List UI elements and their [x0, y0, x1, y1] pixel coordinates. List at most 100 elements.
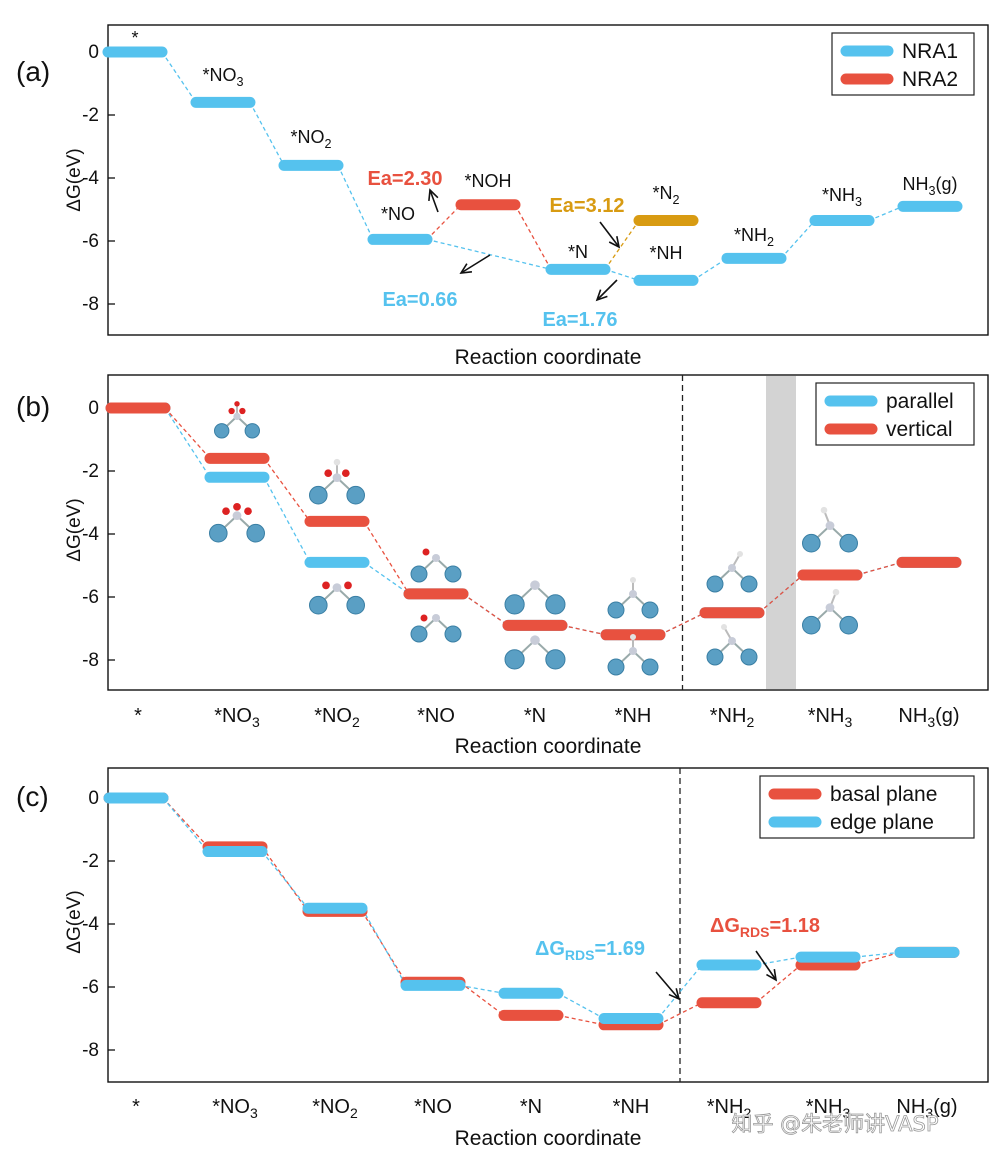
y-tick-label: -8 [82, 1040, 99, 1061]
x-tick-label: * [134, 705, 142, 727]
arrow-ea-3-12 [599, 221, 621, 249]
x-tick-label: *NH [613, 1096, 650, 1118]
connector-nra1 [604, 268, 640, 281]
connector-basal-plane [557, 1014, 605, 1026]
x-axis-label: Reaction coordinate [455, 735, 642, 758]
panel-a: 0 -2 -4 -6 -8 ΔG(eV) Reaction coordinate (a) NRA… [16, 24, 989, 369]
arrow-ea-2-30 [428, 188, 439, 213]
arrow-rds-1-69 [655, 971, 681, 1001]
connector-vertical [561, 624, 607, 636]
adsorbate-structure-icon [309, 581, 366, 615]
watermark-text: 知乎 @朱老师讲VASP [731, 1112, 938, 1136]
connector-nra2 [514, 204, 552, 270]
y-axis-label: ΔG(eV) [64, 498, 85, 561]
x-tick-label: *NO3 [214, 705, 260, 730]
connector-edge-plane [854, 951, 901, 958]
x-tick-label: *NO [414, 1096, 452, 1118]
adsorbate-structure-icon [410, 614, 462, 643]
x-tick-label: *NH [615, 705, 652, 727]
state-label: *NO2 [290, 127, 331, 151]
state-label: * [131, 28, 138, 48]
rds-annotation: ΔGRDS=1.18 [710, 915, 820, 940]
panel-label: (c) [16, 781, 49, 812]
connector-basal-plane [755, 964, 802, 1004]
y-tick-label: 0 [88, 398, 99, 419]
legend-label: edge plane [830, 811, 934, 834]
connector-vertical [856, 561, 903, 576]
y-tick-label: -2 [82, 851, 99, 872]
adsorbate-structure-icon [209, 502, 265, 543]
adsorbate-structure-icon [504, 635, 566, 670]
connector-edge-plane [755, 956, 802, 966]
legend-label: NRA2 [902, 68, 958, 91]
legend-label: vertical [886, 418, 953, 441]
adsorbate-structure-icon [706, 551, 758, 593]
legend: NRA1 NRA2 [831, 32, 975, 96]
connector-nra1 [692, 257, 728, 281]
x-tick-label: *NO [417, 705, 455, 727]
state-label: *NO3 [202, 65, 243, 89]
ea-annotation: Ea=2.30 [367, 168, 442, 190]
y-tick-label: -6 [82, 587, 99, 608]
panel-c: 0 -2 -4 -6 -8 ΔG(eV) Reaction coordinate (c) * *N… [16, 767, 989, 1150]
adsorbate-structure-icon [802, 506, 859, 553]
x-tick-label: NH3(g) [898, 705, 959, 730]
adsorbate-structure-icon [706, 624, 758, 666]
x-tick-label: *NH2 [707, 1096, 752, 1121]
legend-box [815, 382, 975, 446]
adsorbate-structure-icon [802, 588, 859, 635]
y-tick-label: -8 [82, 294, 99, 315]
connector-vertical [462, 593, 509, 626]
x-tick-label: *NO2 [314, 705, 360, 730]
rds-annotation: ΔGRDS=1.69 [535, 938, 645, 963]
connector-vertical [263, 458, 311, 522]
panel-label: (a) [16, 56, 50, 87]
x-tick-label: *N [524, 705, 546, 727]
x-tick-label: * [132, 1096, 140, 1118]
x-tick-label: *NH2 [710, 705, 755, 730]
connector-parallel [164, 407, 211, 478]
adsorbate-structure-icon [410, 548, 462, 583]
x-tick-label: NH3(g) [896, 1096, 957, 1121]
connector-parallel [363, 561, 410, 595]
state-label: *N [568, 242, 588, 262]
state-label: *NH2 [734, 225, 774, 249]
connector-edge-plane [361, 907, 407, 986]
connector-nra2 [426, 204, 462, 240]
y-tick-label: -2 [82, 105, 99, 126]
y-tick-label: -6 [82, 231, 99, 252]
connector-edge-plane [557, 992, 605, 1020]
connector-edge-plane [261, 851, 309, 909]
connector-basal-plane [854, 951, 901, 966]
connector-nra1 [161, 51, 197, 103]
connector-vertical [758, 574, 804, 614]
adsorbate-structure-icon [214, 401, 261, 439]
adsorbate-structure-icon [607, 634, 659, 676]
plot-frame [107, 374, 989, 691]
adsorbate-structure-icon [504, 580, 566, 615]
connector-basal-plane [261, 846, 309, 912]
arrow-ea-0-66 [459, 254, 491, 274]
y-axis-label: ΔG(eV) [64, 148, 85, 211]
y-axis-label: ΔG(eV) [64, 890, 85, 953]
legend: parallel vertical [815, 382, 975, 446]
legend-label: NRA1 [902, 40, 958, 63]
y-tick-label: -4 [82, 914, 99, 935]
state-label: *N2 [652, 183, 679, 207]
ea-annotation: Ea=1.76 [542, 309, 617, 331]
x-tick-label: *NH3 [806, 1096, 851, 1121]
connector-basal-plane [657, 1002, 703, 1026]
y-tick-label: -2 [82, 461, 99, 482]
y-tick-label: -6 [82, 977, 99, 998]
x-tick-label: *NH3 [808, 705, 853, 730]
legend: basal plane edge plane [759, 775, 975, 839]
plot-frame [107, 767, 989, 1083]
state-label: *NH3 [822, 185, 862, 209]
x-axis-label: Reaction coordinate [455, 1127, 642, 1150]
state-label: NH3(g) [902, 174, 957, 198]
ea-annotation: Ea=3.12 [549, 195, 624, 217]
connector-nra1 [249, 102, 285, 166]
connector-parallel [263, 476, 311, 563]
y-tick-label: -4 [82, 168, 99, 189]
